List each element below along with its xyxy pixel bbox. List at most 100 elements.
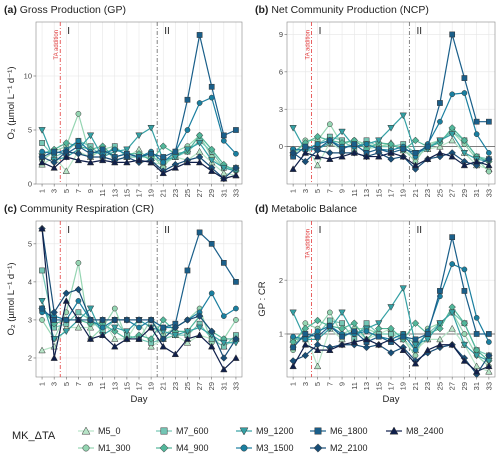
point-M8_2400 bbox=[301, 340, 310, 348]
point-M3_1500 bbox=[220, 137, 227, 144]
x-tick-label: 25 bbox=[183, 382, 192, 390]
x-tick-label: 7 bbox=[74, 189, 83, 193]
point-M4_900 bbox=[387, 324, 395, 333]
point-M2_2100 bbox=[111, 316, 119, 324]
point-M5_0 bbox=[147, 342, 155, 350]
x-tick-label: 31 bbox=[472, 189, 481, 197]
point-M6_1800 bbox=[339, 333, 345, 340]
point-M1_300 bbox=[486, 168, 492, 175]
point-M6_1800 bbox=[160, 324, 167, 331]
point-M8_2400 bbox=[472, 157, 481, 165]
point-M9_1200 bbox=[387, 304, 395, 311]
x-tick-label: 17 bbox=[135, 189, 144, 197]
legend-key-M5_0 bbox=[81, 426, 91, 435]
point-M3_1500 bbox=[136, 324, 142, 331]
point-M9_1200 bbox=[436, 320, 444, 327]
point-M8_2400 bbox=[171, 164, 180, 171]
point-M9_1200 bbox=[375, 320, 383, 327]
point-M4_900 bbox=[350, 319, 359, 327]
x-tick-label: 13 bbox=[362, 382, 371, 390]
x-tick-label: 1 bbox=[289, 189, 298, 193]
point-M6_1800 bbox=[290, 344, 296, 351]
point-M8_2400 bbox=[232, 354, 240, 361]
point-M8_2400 bbox=[375, 152, 383, 160]
point-M8_2400 bbox=[411, 359, 420, 367]
point-M9_1200 bbox=[399, 112, 407, 120]
legend-key-M1_300 bbox=[82, 444, 90, 452]
x-tick-label: 19 bbox=[399, 382, 408, 390]
phase-label: II bbox=[164, 225, 170, 236]
point-M2_2100 bbox=[220, 354, 228, 362]
point-M6_1800 bbox=[351, 328, 358, 335]
point-M2_2100 bbox=[362, 343, 371, 352]
x-tick-label: 1 bbox=[38, 382, 47, 386]
x-tick-label: 23 bbox=[423, 382, 432, 390]
x-tick-label: 15 bbox=[122, 189, 131, 197]
x-tick-label: 25 bbox=[435, 382, 444, 390]
point-M3_1500 bbox=[473, 131, 480, 138]
point-M2_2100 bbox=[50, 308, 58, 317]
point-M8_2400 bbox=[448, 152, 456, 160]
point-M8_2400 bbox=[485, 362, 493, 370]
point-M4_900 bbox=[448, 124, 456, 132]
point-M8_2400 bbox=[436, 340, 444, 348]
x-tick-label: 11 bbox=[98, 382, 107, 390]
point-M6_1800 bbox=[302, 331, 309, 337]
point-M9_1200 bbox=[472, 352, 481, 360]
x-tick-label: 3 bbox=[301, 189, 310, 193]
legend-label-M3_1500: M3_1500 bbox=[256, 443, 294, 453]
point-M2_2100 bbox=[74, 285, 83, 294]
point-M6_1800 bbox=[424, 143, 431, 150]
legend-label-M6_1800: M6_1800 bbox=[330, 426, 368, 436]
x-tick-label: 9 bbox=[86, 382, 95, 386]
point-M2_2100 bbox=[387, 349, 395, 357]
legend-title: MK_ΔTA bbox=[12, 430, 56, 442]
point-M3_1500 bbox=[111, 146, 118, 153]
point-M6_1800 bbox=[486, 331, 492, 337]
point-M8_2400 bbox=[195, 158, 204, 166]
panel-1: TA addition I II1 3 5 7 9 11 13 15 17 19 21 23 25 27 29 3… bbox=[255, 4, 496, 197]
point-M4_900 bbox=[147, 335, 155, 343]
point-M8_2400 bbox=[313, 346, 322, 353]
panel-title: (c) Community Respiration (CR) bbox=[4, 203, 154, 215]
point-M8_2400 bbox=[74, 156, 83, 164]
phase-label: II bbox=[416, 225, 422, 236]
y-tick-label: 3 bbox=[279, 105, 283, 114]
point-M3_1500 bbox=[461, 90, 468, 96]
point-M3_1500 bbox=[461, 266, 468, 273]
point-M9_1200 bbox=[338, 128, 346, 136]
point-M3_1500 bbox=[363, 328, 370, 335]
point-M3_1500 bbox=[208, 290, 215, 297]
x-tick-label: 13 bbox=[110, 382, 119, 390]
point-M3_1500 bbox=[486, 339, 492, 345]
point-M8_2400 bbox=[424, 155, 432, 162]
phase-label: I bbox=[319, 225, 322, 236]
point-M8_2400 bbox=[362, 152, 371, 160]
point-M8_2400 bbox=[326, 346, 334, 353]
point-M3_1500 bbox=[486, 149, 492, 156]
point-M6_1800 bbox=[233, 127, 239, 133]
point-M6_1800 bbox=[437, 288, 443, 294]
point-M6_1800 bbox=[51, 148, 58, 155]
y-tick-label: 0 bbox=[279, 142, 283, 151]
point-M4_900 bbox=[411, 319, 420, 327]
phase-label: I bbox=[319, 26, 322, 37]
y-tick-label: 10 bbox=[24, 72, 32, 81]
x-tick-label: 27 bbox=[448, 189, 457, 197]
point-M6_1800 bbox=[196, 32, 203, 38]
point-M9_1200 bbox=[399, 285, 407, 293]
point-M6_1800 bbox=[220, 132, 227, 139]
point-M1_300 bbox=[39, 317, 45, 323]
point-M1_300 bbox=[75, 260, 82, 266]
point-M8_2400 bbox=[159, 342, 167, 350]
point-M6_1800 bbox=[148, 150, 154, 157]
x-tick-label: 21 bbox=[411, 189, 420, 197]
x-tick-label: 23 bbox=[171, 189, 180, 197]
legend-label-M5_0: M5_0 bbox=[98, 426, 121, 436]
point-M9_1200 bbox=[208, 157, 216, 165]
point-M3_1500 bbox=[314, 328, 321, 335]
x-tick-label: 23 bbox=[171, 382, 180, 390]
phase-label: I bbox=[67, 225, 70, 236]
point-M8_2400 bbox=[485, 161, 493, 169]
point-M8_2400 bbox=[411, 161, 420, 169]
